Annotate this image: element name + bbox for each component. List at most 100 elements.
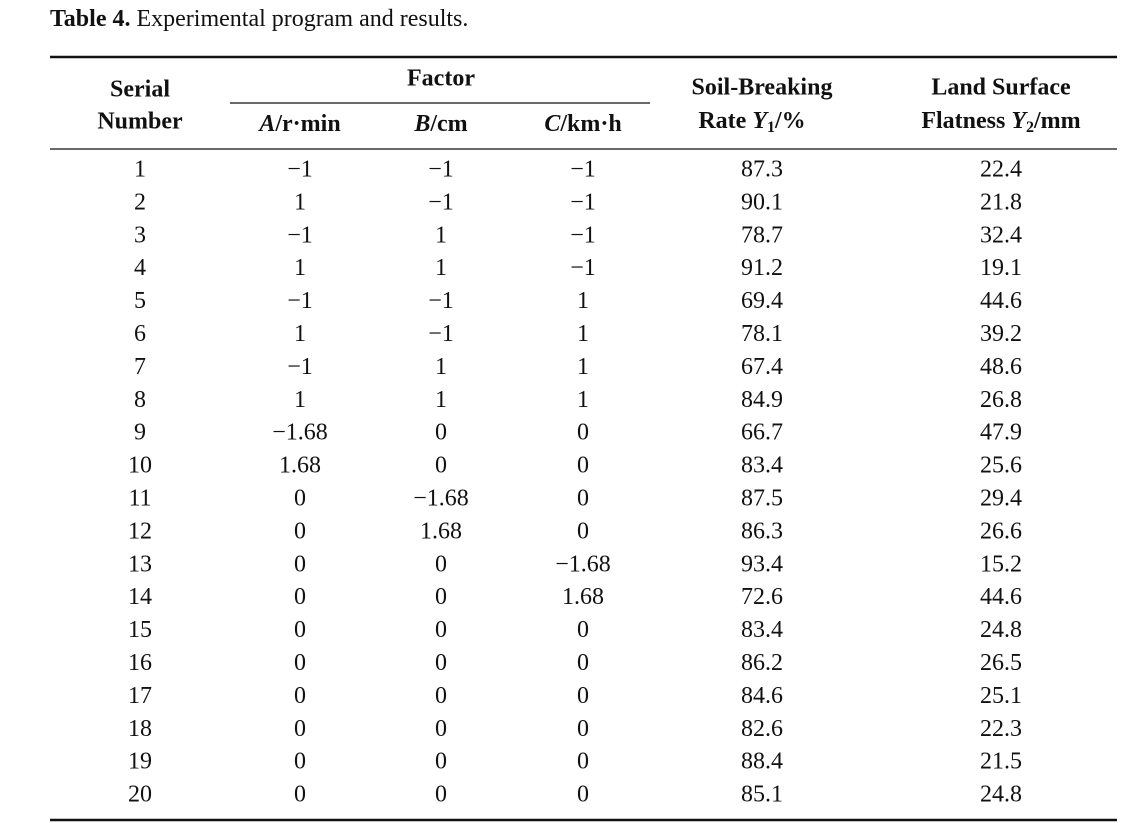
a-cell: −1.68 [272,420,328,446]
y2-cell: 47.9 [980,420,1022,446]
y2-cell: 39.2 [980,321,1022,347]
y1-cell: 67.4 [741,354,783,380]
y2-cell: 44.6 [980,288,1022,314]
a-cell: 0 [294,650,306,676]
header-serial: Serial [110,77,170,103]
c-cell: 0 [577,749,589,775]
a-cell: −1 [287,354,313,380]
y1-cell: 72.6 [741,584,783,610]
caption-text: Experimental program and results. [136,6,468,32]
var: A [257,111,275,137]
header-factor-a: A/r·min [257,111,340,137]
b-cell: −1.68 [413,486,469,512]
y1-cell: 83.4 [741,617,783,643]
y2-cell: 26.5 [980,650,1022,676]
a-cell: −1 [287,222,313,248]
serial-cell: 2 [134,189,146,215]
c-cell: −1 [570,189,596,215]
header-y1: Rate Y1/% [698,108,805,136]
b-cell: 0 [435,584,447,610]
serial-cell: 18 [128,716,152,742]
y2-cell: 32.4 [980,222,1022,248]
y1-cell: 83.4 [741,453,783,479]
a-cell: 0 [294,716,306,742]
c-cell: −1.68 [555,551,611,577]
y2-cell: 48.6 [980,354,1022,380]
c-cell: 0 [577,486,589,512]
serial-cell: 13 [128,551,152,577]
y2-cell: 24.8 [980,617,1022,643]
b-cell: −1 [428,288,454,314]
a-cell: −1 [287,288,313,314]
c-cell: −1 [570,157,596,183]
b-cell: −1 [428,157,454,183]
y2-cell: 25.6 [980,453,1022,479]
y2-cell: 26.8 [980,387,1022,413]
a-cell: 1 [294,387,306,413]
b-cell: 1 [435,222,447,248]
a-cell: 0 [294,749,306,775]
var: B [413,111,430,137]
y2-cell: 24.8 [980,782,1022,808]
prefix: Rate [698,108,752,134]
unit: /mm [1033,108,1081,134]
b-cell: 0 [435,716,447,742]
unit: /r·min [274,111,340,137]
b-cell: 1 [435,255,447,281]
a-cell: 1 [294,189,306,215]
caption: Table 4. Experimental program and result… [50,6,468,32]
a-cell: 0 [294,551,306,577]
c-cell: 0 [577,617,589,643]
c-cell: 1 [577,321,589,347]
serial-cell: 4 [134,255,146,281]
b-cell: 0 [435,683,447,709]
serial-cell: 16 [128,650,152,676]
table-body: 1 −1 −1 −1 87.3 22.4 2 1 −1 −1 90.1 21.8 3 −1 1 −1 78.7 3… [128,157,1022,808]
serial-cell: 10 [128,453,152,479]
serial-cell: 15 [128,617,152,643]
c-cell: 0 [577,650,589,676]
y1-cell: 84.6 [741,683,783,709]
c-cell: 1.68 [562,584,604,610]
serial-cell: 1 [134,157,146,183]
serial-cell: 20 [128,782,152,808]
y2-cell: 22.4 [980,157,1022,183]
serial-cell: 11 [128,486,151,512]
y2-cell: 19.1 [980,255,1022,281]
unit: /cm [429,111,467,137]
y2-cell: 21.5 [980,749,1022,775]
c-cell: 1 [577,387,589,413]
serial-cell: 19 [128,749,152,775]
c-cell: −1 [570,222,596,248]
serial-cell: 6 [134,321,146,347]
b-cell: −1 [428,321,454,347]
c-cell: 0 [577,782,589,808]
y1-cell: 90.1 [741,189,783,215]
serial-cell: 17 [128,683,152,709]
var: Y [1011,108,1028,134]
y1-cell: 66.7 [741,420,783,446]
y1-cell: 82.6 [741,716,783,742]
serial-cell: 5 [134,288,146,314]
b-cell: −1 [428,189,454,215]
header-factor-c: C/km·h [544,111,621,137]
y1-cell: 88.4 [741,749,783,775]
y1-cell: 87.5 [741,486,783,512]
a-cell: 0 [294,683,306,709]
b-cell: 0 [435,420,447,446]
y1-cell: 85.1 [741,782,783,808]
c-cell: 1 [577,354,589,380]
y1-cell: 91.2 [741,255,783,281]
y2-cell: 15.2 [980,551,1022,577]
header-factor-b: B/cm [413,111,467,137]
a-cell: 1 [294,321,306,347]
c-cell: 0 [577,716,589,742]
b-cell: 1 [435,354,447,380]
var: C [544,111,561,137]
b-cell: 1 [435,387,447,413]
y1-cell: 78.7 [741,222,783,248]
b-cell: 0 [435,617,447,643]
header-serial: Number [97,109,183,135]
